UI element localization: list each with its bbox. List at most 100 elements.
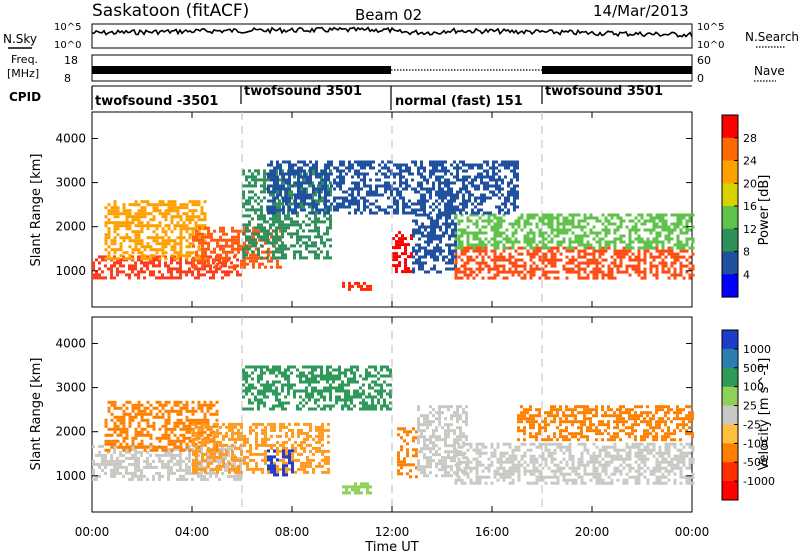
power-echo-cell: [459, 190, 462, 194]
velocity-echo-cell: [412, 454, 415, 458]
power-echo-cell: [442, 255, 445, 259]
velocity-echo-cell: [110, 462, 113, 466]
velocity-echo-cell: [197, 418, 201, 422]
velocity-echo-cell: [403, 427, 406, 431]
velocity-echo-cell: [191, 412, 195, 416]
power-echo-cell: [622, 249, 626, 253]
power-echo-cell: [282, 199, 285, 203]
power-echo-cell: [279, 166, 282, 170]
power-echo-cell: [294, 199, 297, 203]
power-echo-cell: [450, 163, 453, 167]
power-echo-cell: [263, 238, 266, 242]
velocity-echo-cell: [400, 472, 403, 476]
power-echo-cell: [375, 190, 378, 194]
power-echo-cell: [291, 208, 294, 212]
power-echo-cell: [475, 231, 479, 235]
velocity-echo-cell: [110, 442, 114, 446]
power-echo-cell: [454, 213, 458, 217]
power-echo-cell: [514, 270, 518, 274]
power-echo-cell: [351, 187, 354, 191]
power-echo-cell: [200, 273, 203, 277]
velocity-echo-cell: [101, 456, 104, 460]
velocity-echo-cell: [107, 448, 111, 452]
velocity-echo-cell: [228, 422, 231, 426]
velocity-echo-cell: [122, 418, 126, 422]
power-echo-cell: [577, 222, 581, 226]
velocity-echo-cell: [125, 465, 128, 469]
power-echo-cell: [438, 211, 441, 215]
power-echo-cell: [538, 276, 542, 280]
power-echo-cell: [290, 190, 293, 194]
power-echo-cell: [306, 175, 309, 179]
velocity-echo-cell: [315, 440, 318, 444]
power-echo-cell: [392, 237, 395, 241]
power-echo-cell: [613, 252, 617, 256]
power-echo-cell: [532, 273, 536, 277]
power-echo-cell: [610, 270, 614, 274]
power-echo-cell: [438, 169, 441, 173]
power-echo-cell: [502, 246, 506, 250]
power-echo-cell: [195, 238, 198, 242]
power-echo-cell: [679, 243, 683, 247]
power-echo-cell: [219, 265, 222, 269]
velocity-echo-cell: [459, 417, 462, 421]
velocity-echo-cell: [457, 475, 461, 479]
power-echo-cell: [191, 209, 195, 213]
power-echo-cell: [312, 199, 315, 203]
velocity-echo-cell: [146, 418, 150, 422]
velocity-echo-cell: [300, 464, 303, 468]
power-echo-cell: [137, 242, 141, 246]
velocity-echo-cell: [417, 462, 420, 466]
power-echo-cell: [152, 264, 155, 268]
power-echo-cell: [404, 270, 407, 274]
power-echo-cell: [384, 181, 387, 185]
velocity-echo-cell: [457, 478, 461, 482]
power-echo-cell: [577, 267, 581, 271]
power-echo-cell: [342, 199, 345, 203]
power-echo-cell: [631, 267, 635, 271]
velocity-echo-cell: [179, 450, 182, 454]
velocity-echo-cell: [456, 417, 459, 421]
power-echo-cell: [272, 235, 275, 239]
power-echo-cell: [532, 237, 536, 241]
cpid-segment-1: twofsound -3501: [95, 94, 218, 109]
velocity-echo-cell: [454, 454, 458, 458]
power-echo-cell: [456, 196, 459, 200]
power-echo-cell: [601, 264, 605, 268]
power-echo-cell: [401, 237, 404, 241]
velocity-echo-cell: [113, 465, 116, 469]
power-echo-cell: [314, 226, 317, 230]
power-echo-cell: [463, 252, 467, 256]
velocity-echo-cell: [423, 465, 426, 469]
power-echo-cell: [463, 249, 467, 253]
power-echo-cell: [456, 175, 459, 179]
velocity-echo-cell: [239, 462, 242, 466]
power-echo-cell: [194, 227, 198, 231]
power-echo-cell: [245, 253, 248, 257]
velocity-echo-cell: [267, 437, 270, 441]
power-echo-cell: [433, 267, 436, 271]
power-echo-cell: [188, 200, 192, 204]
power-echo-cell: [317, 256, 320, 260]
velocity-echo-cell: [149, 424, 153, 428]
power-echo-cell: [520, 264, 524, 268]
power-echo-cell: [460, 264, 464, 268]
power-echo-cell: [131, 230, 135, 234]
power-echo-cell: [661, 216, 665, 220]
power-echo-cell: [128, 254, 132, 258]
velocity-echo-cell: [137, 474, 140, 478]
power-echo-cell: [516, 190, 519, 194]
power-echo-cell: [204, 253, 207, 257]
power-echo-cell: [655, 213, 659, 217]
power-echo-cell: [167, 236, 171, 240]
power-echo-cell: [308, 184, 311, 188]
velocity-echo-cell: [110, 427, 114, 431]
power-echo-cell: [685, 243, 689, 247]
power-echo-cell: [327, 208, 330, 212]
power-echo-cell: [625, 267, 629, 271]
velocity-echo-cell: [462, 432, 465, 436]
power-echo-cell: [261, 262, 264, 266]
power-echo-cell: [673, 228, 677, 232]
power-echo-cell: [279, 208, 282, 212]
power-echo-cell: [279, 190, 282, 194]
